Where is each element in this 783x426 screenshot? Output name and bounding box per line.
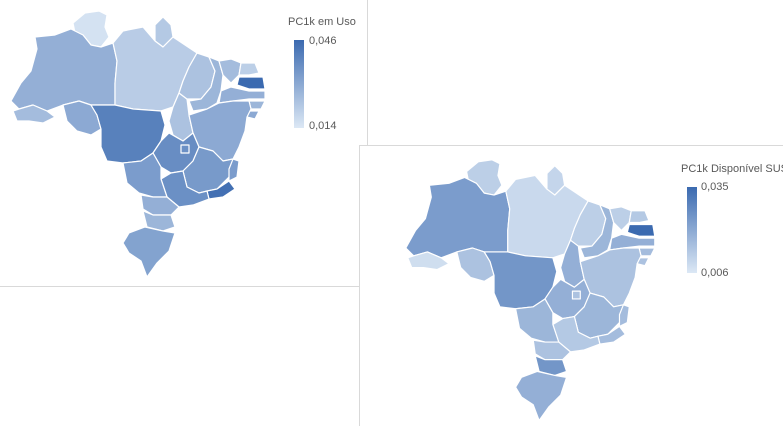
map-panel-disponivel-sus: PC1k Disponível SUS 0,035 0,006 xyxy=(359,145,783,426)
state-region-al xyxy=(638,247,656,257)
state-region-df xyxy=(571,290,581,300)
legend-max-label: 0,046 xyxy=(309,35,337,47)
state-region-es xyxy=(618,304,630,327)
state-region-ac xyxy=(407,251,450,271)
state-region-ms xyxy=(515,298,560,343)
state-region-pb xyxy=(236,76,266,90)
state-region-pr xyxy=(140,194,180,216)
legend-title: PC1k em Uso xyxy=(288,16,356,28)
legend-max-label: 0,035 xyxy=(701,181,729,193)
state-region-ms xyxy=(122,152,168,198)
legend-color-bar xyxy=(687,187,697,273)
map-panel-em-uso: PC1k em Uso 0,046 0,014 xyxy=(0,0,368,287)
state-region-es xyxy=(228,158,240,182)
state-region-al xyxy=(248,100,266,110)
legend-min-label: 0,006 xyxy=(701,267,729,279)
state-region-rn xyxy=(628,210,650,224)
state-region-rn xyxy=(238,62,260,76)
legend-color-bar xyxy=(294,40,304,128)
brazil-map-disponivel-sus xyxy=(405,159,656,422)
legend-min-label: 0,014 xyxy=(309,120,337,132)
state-region-rs xyxy=(515,370,568,422)
legend-title: PC1k Disponível SUS xyxy=(681,163,783,175)
state-region-pr xyxy=(532,339,572,361)
state-region-rs xyxy=(122,226,176,278)
state-region-ac xyxy=(12,104,56,124)
brazil-map-em-uso xyxy=(10,10,266,278)
state-region-df xyxy=(180,144,190,154)
state-region-pb xyxy=(626,223,656,237)
